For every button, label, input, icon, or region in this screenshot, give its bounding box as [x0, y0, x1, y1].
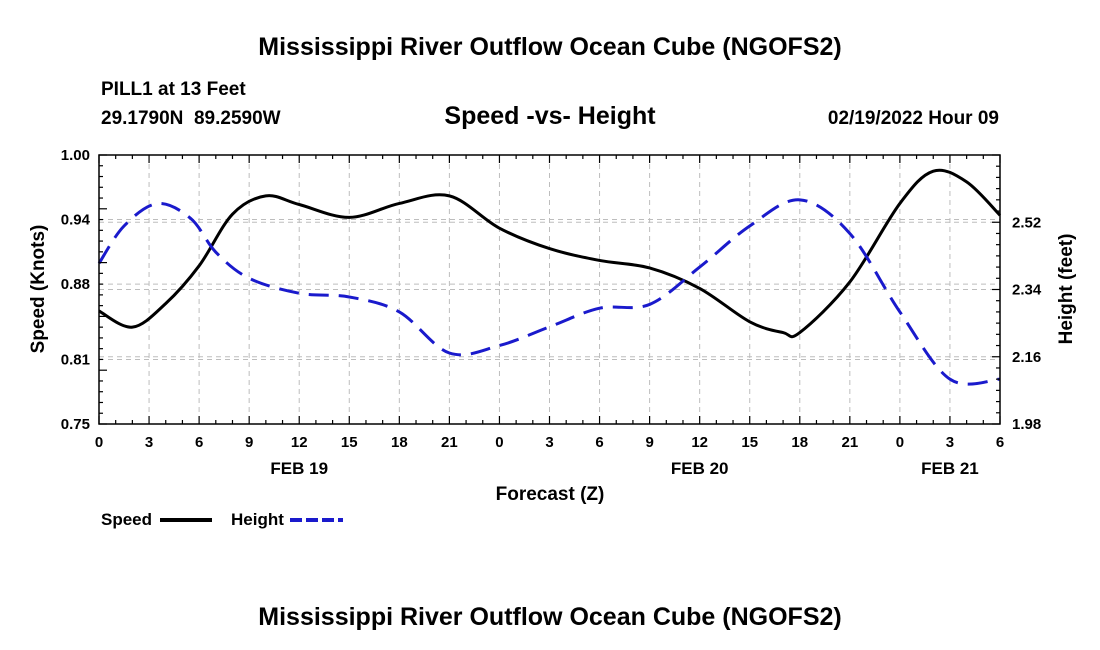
y-left-tick-label: 0.94 [61, 212, 91, 229]
footer-title: Mississippi River Outflow Ocean Cube (NG… [258, 603, 841, 631]
coordinates-label: 29.1790N 89.2590W [101, 108, 281, 129]
y-right-tick-label: 2.16 [1012, 349, 1041, 366]
x-tick-label: 6 [595, 434, 603, 451]
y-right-tick-label: 2.52 [1012, 214, 1041, 231]
date-label: FEB 21 [921, 459, 979, 478]
date-labels: FEB 19 FEB 20 FEB 21 [270, 459, 978, 478]
chart-title: Mississippi River Outflow Ocean Cube (NG… [258, 33, 841, 61]
x-tick-label: 3 [946, 434, 954, 451]
x-tick-label: 9 [645, 434, 653, 451]
y-left-tick-label: 0.88 [61, 276, 90, 293]
x-tick-label: 3 [145, 434, 153, 451]
x-tick-label: 21 [441, 434, 458, 451]
x-tick-label: 6 [195, 434, 203, 451]
date-label: FEB 20 [671, 459, 729, 478]
y-right-tick-label: 1.98 [1012, 416, 1041, 433]
x-tick-label: 12 [291, 434, 308, 451]
x-tick-label: 6 [996, 434, 1004, 451]
y-axis-right-label: Height (feet) [1056, 234, 1077, 345]
y-axis-left-label: Speed (Knots) [28, 225, 49, 354]
y-left-tick-label: 0.75 [61, 416, 90, 433]
x-tick-label: 21 [841, 434, 858, 451]
series-line-height [97, 198, 1001, 386]
y-axis-right: 1.98 2.16 2.34 2.52 [992, 154, 1042, 433]
legend-height-label: Height [231, 510, 284, 529]
y-left-tick-label: 1.00 [61, 147, 90, 164]
x-tick-label: 3 [545, 434, 553, 451]
x-tick-label: 0 [896, 434, 904, 451]
x-tick-label: 18 [391, 434, 408, 451]
x-tick-label: 0 [95, 434, 103, 451]
date-label: FEB 19 [270, 459, 328, 478]
x-tick-label: 15 [741, 434, 758, 451]
x-tick-label: 15 [341, 434, 358, 451]
chart-subtitle: Speed -vs- Height [444, 102, 656, 130]
legend: Speed Height [101, 510, 343, 529]
x-tick-label: 18 [791, 434, 808, 451]
y-left-tick-label: 0.81 [61, 351, 90, 368]
y-axis-left: 0.75 0.81 0.88 0.94 1.00 [61, 147, 107, 433]
x-axis: 0 3 6 9 12 15 18 21 0 3 6 9 12 15 18 21 0 3 6 [95, 155, 1004, 451]
series-line-speed [98, 168, 1002, 339]
datetime-label: 02/19/2022 Hour 09 [828, 108, 999, 129]
grid [99, 155, 1000, 425]
y-right-tick-label: 2.34 [1012, 282, 1042, 299]
station-label: PILL1 at 13 Feet [101, 79, 246, 100]
x-axis-label: Forecast (Z) [496, 484, 605, 505]
series-layer [97, 168, 1002, 386]
x-tick-label: 0 [495, 434, 503, 451]
legend-speed-label: Speed [101, 510, 152, 529]
x-tick-label: 12 [691, 434, 708, 451]
x-tick-label: 9 [245, 434, 253, 451]
